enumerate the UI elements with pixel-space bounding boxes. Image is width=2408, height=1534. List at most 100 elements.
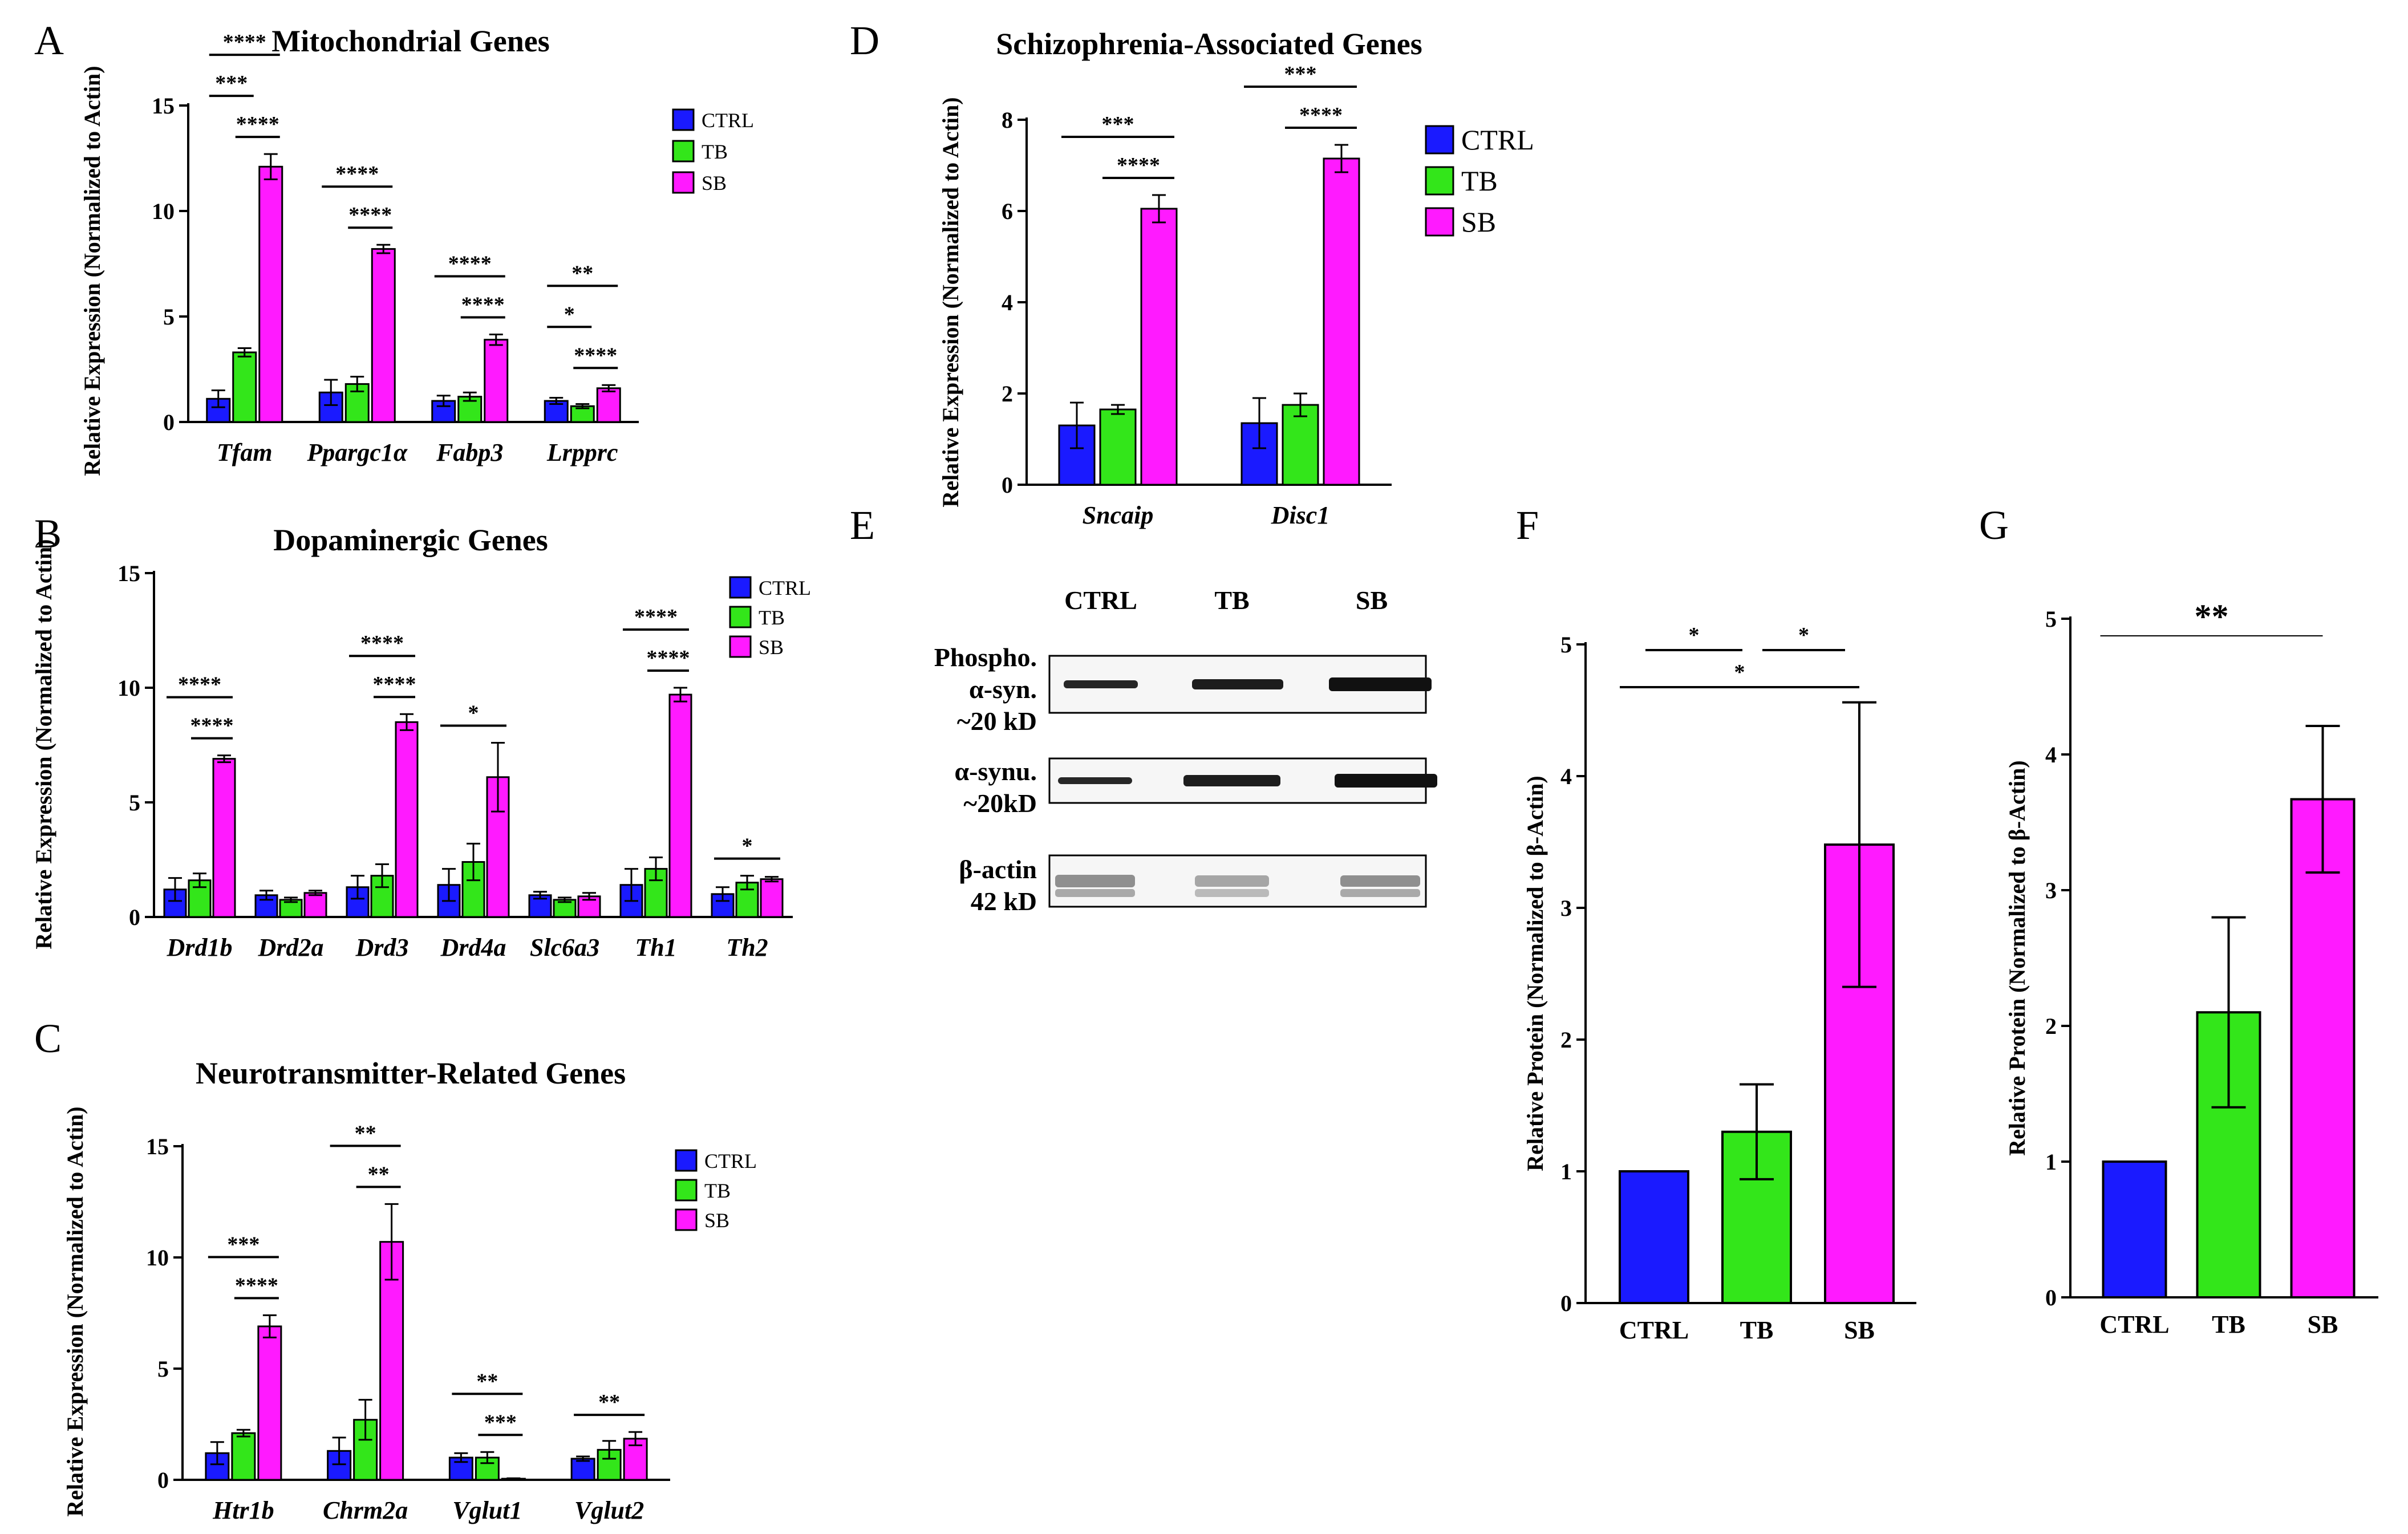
legend-label-tb: TB	[1461, 165, 1498, 197]
bar-fabp3-sb	[484, 339, 509, 423]
legend-swatch-tb	[1425, 166, 1454, 196]
legend-label-sb: SB	[1461, 206, 1496, 238]
y-axis-label: Relative Expression (Normalized to Actin…	[62, 1106, 88, 1516]
blot-band-lower-sb	[1340, 889, 1420, 897]
significance-label: **	[368, 1162, 390, 1186]
blot-membrane	[1048, 854, 1427, 908]
y-tick-label: 2	[2045, 1013, 2057, 1039]
blot-lane-label-ctrl: CTRL	[1064, 586, 1137, 615]
y-tick-label: 6	[1002, 198, 1013, 224]
x-category-label: Tfam	[217, 439, 273, 466]
bar-tfam-sb	[258, 165, 283, 423]
bar-sncaip-sb	[1140, 208, 1178, 486]
y-tick-label: 0	[1002, 472, 1013, 498]
bar-sncaip-ctrl	[1058, 424, 1096, 486]
y-axis-label: Relative Expression (Normalized to Actin…	[79, 66, 105, 476]
y-tick-label: 10	[117, 675, 140, 701]
blot-band-ctrl	[1055, 875, 1135, 887]
x-category-label: SB	[2308, 1310, 2338, 1338]
x-category-label: Htr1b	[212, 1496, 274, 1524]
significance-label: ****	[1117, 153, 1160, 177]
significance-label: ****	[647, 646, 690, 670]
y-tick-label: 0	[2045, 1285, 2057, 1310]
bar-lrpprc-sb	[596, 387, 621, 423]
significance-label: ***	[215, 71, 248, 95]
blot-band-ctrl	[1064, 680, 1138, 688]
blot-row-label: Phospho.	[934, 643, 1037, 672]
y-tick-label: 0	[1560, 1290, 1572, 1316]
chart-a-mitochondrial: 0 5 10 15 Relative Expression (Normalized to…	[79, 24, 754, 476]
x-category-label: Th2	[726, 934, 768, 961]
bar-sncaip-tb	[1099, 408, 1137, 486]
y-tick-label: 0	[163, 409, 175, 435]
legend-label-tb: TB	[704, 1179, 731, 1202]
y-tick-label: 5	[129, 790, 140, 815]
significance-label: ****	[574, 343, 617, 367]
significance-label: ***	[484, 1410, 517, 1434]
y-tick-label: 10	[152, 198, 175, 224]
blot-row-label: 42 kD	[971, 887, 1037, 916]
y-tick-label: 5	[163, 304, 175, 330]
x-category-label: Vglut1	[452, 1496, 522, 1524]
x-category-label: Drd1b	[167, 934, 233, 961]
y-tick-label: 0	[157, 1467, 169, 1493]
panel-label-c: C	[34, 1016, 62, 1061]
blot-band-sb	[1329, 677, 1432, 691]
significance-label: ****	[373, 672, 416, 696]
y-tick-label: 15	[117, 561, 140, 586]
blot-band-tb	[1183, 775, 1280, 786]
x-category-label: TB	[2212, 1310, 2245, 1338]
y-tick-label: 8	[1002, 107, 1013, 133]
panel-label-d: D	[850, 18, 879, 63]
chart-title: Mitochondrial Genes	[271, 24, 549, 58]
y-axis-label: Relative Expression (Normalized to Actin…	[938, 97, 963, 507]
blot-row-label: β-actin	[959, 855, 1037, 884]
y-tick-label: 2	[1560, 1027, 1572, 1053]
significance-label: ****	[1299, 103, 1343, 127]
x-category-label: Th1	[635, 934, 676, 961]
panel-label-a: A	[34, 18, 64, 63]
legend-swatch-sb	[1425, 207, 1454, 237]
significance-label: *	[468, 701, 479, 725]
blot-band-sb	[1335, 774, 1437, 788]
y-axis-label: Relative Expression (Normalized to Actin…	[31, 539, 56, 949]
x-category-label: Drd4a	[440, 934, 506, 961]
bar-drd2a-sb	[303, 892, 327, 918]
significance-label: *	[564, 302, 575, 326]
significance-label: ****	[461, 293, 505, 316]
chart-title: Dopaminergic Genes	[273, 523, 548, 557]
blot-band-sb	[1340, 875, 1420, 887]
bar-drd1b-ctrl	[163, 888, 187, 918]
blot-band-tb	[1192, 679, 1283, 689]
x-category-label: Sncaip	[1083, 501, 1154, 529]
x-category-label: CTRL	[1619, 1316, 1689, 1344]
legend-label-ctrl: CTRL	[759, 577, 811, 599]
x-category-label: Drd2a	[258, 934, 324, 961]
blot-lane-label-tb: TB	[1214, 586, 1249, 615]
chart-title: Neurotransmitter-Related Genes	[196, 1056, 626, 1090]
legend-swatch-sb	[675, 1208, 698, 1231]
significance-label: ****	[348, 203, 392, 227]
chart-title: Schizophrenia-Associated Genes	[996, 27, 1422, 61]
significance-label: ****	[178, 673, 221, 697]
x-category-label: CTRL	[2099, 1310, 2169, 1338]
legend-swatch-sb	[729, 635, 752, 658]
significance-label: ****	[448, 251, 492, 275]
bar-ppargc1--sb	[371, 248, 396, 423]
bar-disc1-sb	[1323, 157, 1360, 486]
y-tick-label: 1	[2045, 1149, 2057, 1175]
x-category-label: Drd3	[355, 934, 409, 961]
blot-row-label: α-syn.	[969, 675, 1037, 704]
x-category-label: Fabp3	[436, 439, 503, 466]
x-category-label: Ppargc1α	[306, 439, 408, 466]
x-category-label: Chrm2a	[323, 1496, 408, 1524]
legend-swatch-ctrl	[1425, 125, 1454, 155]
legend-swatch-ctrl	[675, 1149, 698, 1172]
significance-label: *	[1689, 623, 1700, 647]
legend-swatch-ctrl	[729, 576, 752, 599]
legend-swatch-ctrl	[672, 108, 695, 131]
chart-b-dopaminergic: 0 5 10 15 Relative Expression (Normalized to…	[31, 523, 811, 961]
bar-sb	[2290, 798, 2356, 1299]
significance-label: ****	[236, 112, 279, 136]
